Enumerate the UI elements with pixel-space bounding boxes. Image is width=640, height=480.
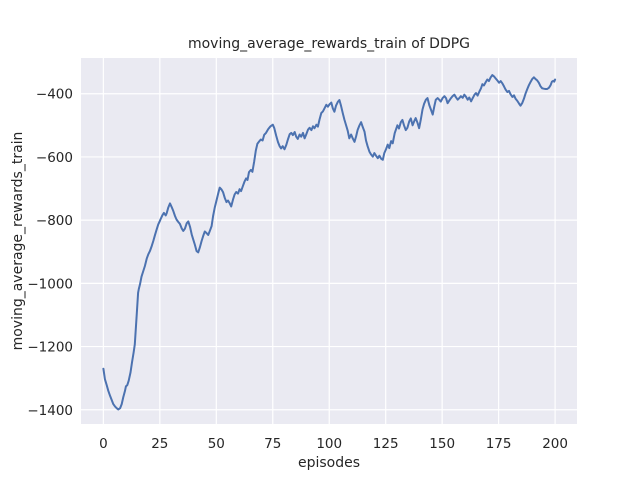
x-tick-label: 100 xyxy=(316,436,342,452)
x-tick-label: 0 xyxy=(99,436,108,452)
y-tick-labels: −1400 −1200 −1000 −800 −600 −400 xyxy=(27,87,73,419)
x-tick-label: 75 xyxy=(264,436,281,452)
y-tick-label: −800 xyxy=(36,213,73,229)
gridlines xyxy=(81,58,577,424)
x-tick-label: 125 xyxy=(373,436,399,452)
x-tick-label: 150 xyxy=(429,436,455,452)
y-axis-label: moving_average_rewards_train xyxy=(10,132,26,351)
x-tick-label: 200 xyxy=(542,436,568,452)
y-tick-label: −600 xyxy=(36,150,73,166)
y-tick-label: −1400 xyxy=(27,403,73,419)
ddpg-reward-line-series xyxy=(102,74,557,411)
chart-title: moving_average_rewards_train of DDPG xyxy=(188,36,470,52)
x-tick-labels: 0 25 50 75 100 125 150 175 200 xyxy=(99,436,568,452)
y-tick-label: −1200 xyxy=(27,340,73,356)
y-tick-label: −1000 xyxy=(27,276,73,292)
x-axis-label: episodes xyxy=(298,455,360,471)
x-tick-label: 25 xyxy=(151,436,168,452)
y-tick-label: −400 xyxy=(36,87,73,103)
x-tick-label: 50 xyxy=(208,436,225,452)
x-tick-label: 175 xyxy=(486,436,512,452)
